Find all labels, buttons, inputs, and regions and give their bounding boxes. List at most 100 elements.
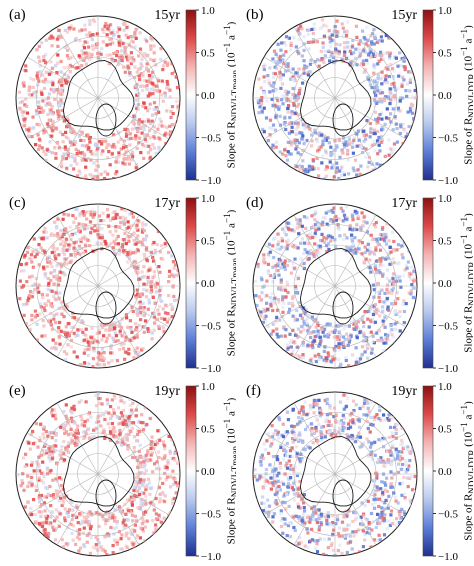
slope-pixel	[392, 272, 396, 276]
slope-pixel	[323, 435, 327, 439]
slope-pixel	[297, 37, 301, 42]
slope-pixel	[170, 315, 174, 319]
slope-pixel	[301, 341, 305, 345]
slope-pixel	[86, 340, 90, 344]
slope-pixel	[393, 457, 397, 461]
slope-pixel	[155, 243, 159, 247]
slope-pixel	[153, 248, 157, 252]
slope-pixel	[283, 116, 287, 120]
slope-pixel	[112, 249, 116, 253]
slope-pixel	[307, 241, 311, 246]
slope-pixel	[139, 526, 143, 530]
slope-pixel	[387, 519, 391, 523]
slope-pixel	[111, 551, 115, 555]
slope-pixel	[306, 124, 310, 128]
slope-pixel	[110, 359, 114, 363]
slope-pixel	[114, 237, 119, 241]
slope-pixel	[260, 453, 264, 457]
slope-pixel	[299, 408, 303, 412]
slope-pixel	[322, 23, 326, 27]
slope-pixel	[396, 108, 401, 112]
slope-pixel	[91, 179, 95, 180]
slope-pixel	[40, 146, 44, 150]
slope-pixel	[118, 428, 122, 432]
slope-pixel	[121, 243, 125, 247]
slope-pixel	[309, 335, 313, 340]
slope-pixel	[149, 453, 153, 457]
slope-pixel	[293, 318, 297, 323]
slope-pixel	[308, 232, 312, 237]
slope-pixel	[33, 287, 37, 292]
slope-pixel	[54, 477, 58, 481]
slope-pixel	[300, 405, 304, 409]
slope-pixel	[65, 417, 69, 421]
slope-pixel	[398, 123, 403, 127]
slope-pixel	[128, 252, 132, 256]
slope-pixel	[81, 236, 85, 240]
slope-pixel	[375, 460, 380, 465]
slope-pixel	[113, 172, 118, 176]
slope-pixel	[373, 489, 377, 493]
slope-pixel	[87, 45, 91, 49]
slope-pixel	[281, 422, 285, 426]
slope-pixel	[84, 174, 88, 178]
slope-pixel	[107, 411, 111, 415]
slope-pixel	[256, 99, 260, 103]
slope-pixel	[411, 488, 415, 492]
slope-pixel	[373, 149, 377, 153]
slope-pixel	[332, 29, 336, 33]
slope-pixel	[396, 470, 401, 475]
slope-pixel	[398, 315, 402, 319]
slope-pixel	[57, 80, 61, 84]
slope-pixel	[389, 120, 393, 124]
slope-pixel	[357, 42, 361, 46]
slope-pixel	[277, 56, 281, 60]
panel-label: (c)	[9, 195, 26, 211]
slope-pixel	[357, 239, 361, 243]
slope-pixel	[407, 274, 411, 278]
slope-pixel	[262, 91, 266, 95]
slope-pixel	[79, 328, 83, 332]
slope-pixel	[295, 97, 299, 101]
slope-pixel	[289, 467, 293, 471]
slope-pixel	[140, 470, 144, 475]
slope-pixel	[55, 312, 59, 316]
slope-pixel	[124, 33, 128, 37]
slope-pixel	[362, 62, 366, 67]
slope-pixel	[132, 498, 136, 502]
slope-pixel	[130, 158, 134, 162]
slope-pixel	[73, 431, 78, 435]
slope-pixel	[101, 517, 106, 521]
slope-pixel	[284, 233, 288, 237]
slope-pixel	[170, 254, 174, 258]
slope-pixel	[295, 71, 299, 75]
slope-pixel	[44, 103, 48, 107]
slope-pixel	[350, 434, 355, 438]
slope-pixel	[172, 294, 176, 299]
slope-pixel	[49, 515, 53, 519]
slope-pixel	[300, 27, 304, 31]
slope-pixel	[142, 282, 146, 286]
slope-pixel	[145, 257, 149, 261]
slope-pixel	[140, 131, 144, 135]
slope-pixel	[256, 262, 260, 266]
slope-pixel	[403, 497, 408, 501]
slope-pixel	[373, 440, 377, 444]
slope-pixel	[108, 426, 112, 430]
colorbar-tick-label: 0.0	[201, 466, 215, 478]
meridian-line	[334, 97, 377, 170]
slope-pixel	[58, 270, 62, 274]
slope-pixel	[390, 150, 394, 154]
slope-pixel	[327, 141, 331, 145]
slope-pixel	[97, 50, 102, 55]
slope-pixel	[46, 493, 50, 497]
slope-pixel	[292, 424, 296, 429]
slope-pixel	[310, 538, 315, 542]
slope-pixel	[54, 439, 58, 443]
slope-pixel	[119, 53, 123, 57]
slope-pixel	[329, 433, 333, 437]
slope-pixel	[144, 124, 148, 128]
slope-pixel	[165, 320, 169, 324]
slope-pixel	[298, 87, 302, 91]
slope-pixel	[374, 310, 378, 314]
